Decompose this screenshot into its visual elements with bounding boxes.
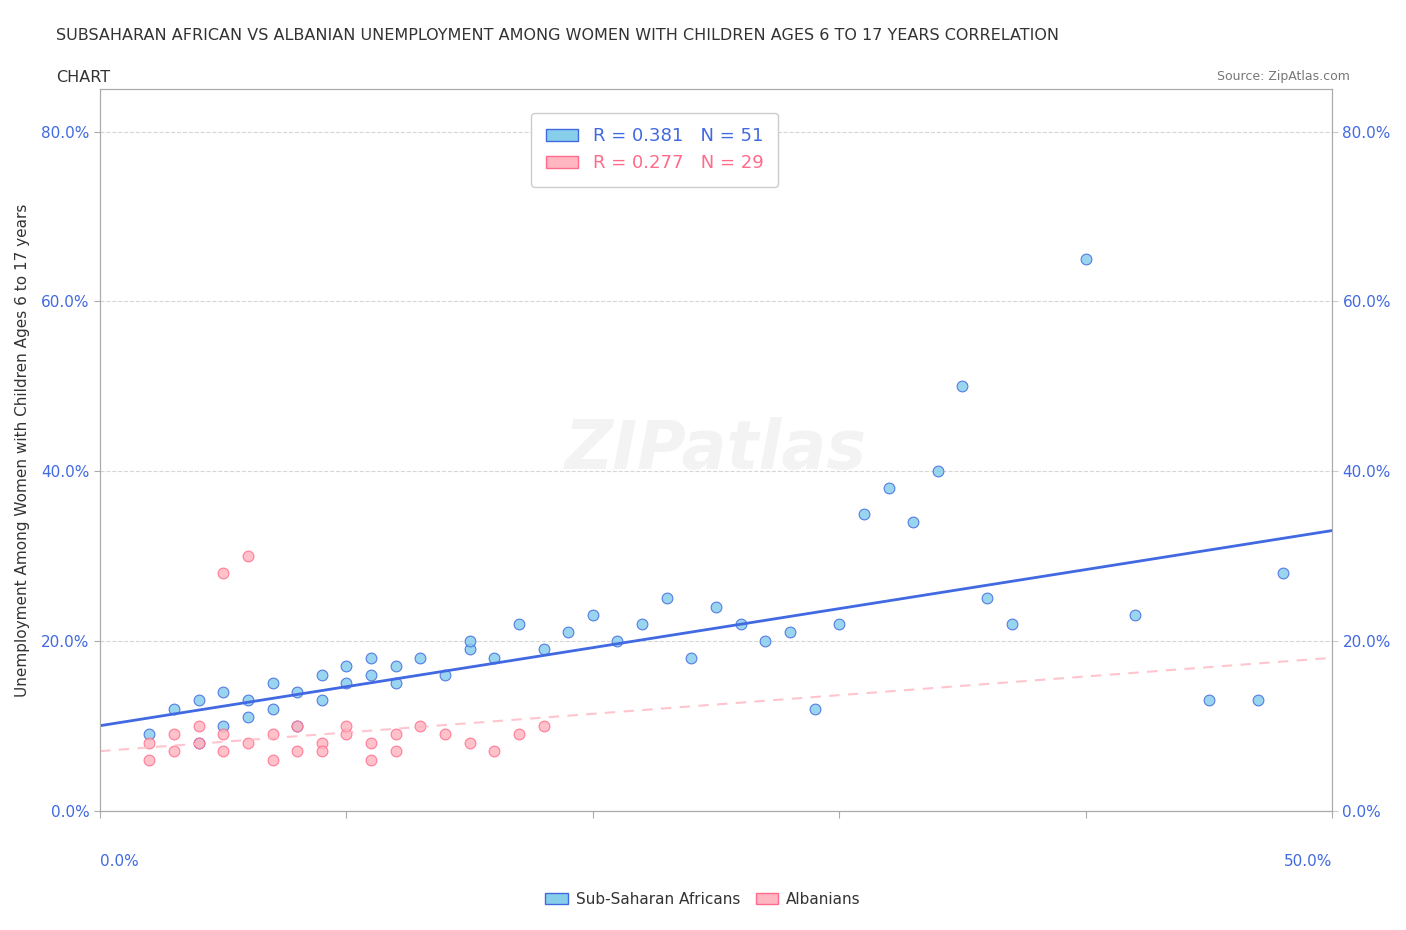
Point (557, 625, 579, 640)
Point (138, 726, 160, 741)
Point (360, 752, 382, 767)
Point (212, 684, 235, 699)
Legend: Sub-Saharan Africans, Albanians: Sub-Saharan Africans, Albanians (538, 886, 868, 913)
Point (212, 718, 235, 733)
Point (927, 464, 949, 479)
Point (311, 668, 333, 683)
Point (262, 726, 284, 741)
Point (360, 668, 382, 683)
Point (236, 693, 259, 708)
Point (335, 726, 357, 741)
Point (212, 744, 235, 759)
Point (384, 744, 406, 759)
Y-axis label: Unemployment Among Women with Children Ages 6 to 17 years: Unemployment Among Women with Children A… (15, 204, 30, 697)
Text: CHART: CHART (56, 70, 110, 85)
Point (138, 752, 160, 767)
Point (704, 600, 727, 615)
Point (163, 701, 186, 716)
Point (533, 718, 555, 733)
Point (458, 642, 481, 657)
Point (384, 676, 406, 691)
Point (360, 650, 382, 665)
Point (901, 514, 924, 529)
Point (285, 718, 308, 733)
Point (138, 736, 160, 751)
Point (384, 726, 406, 741)
Point (458, 736, 481, 751)
Point (335, 658, 357, 673)
Point (187, 736, 209, 751)
Point (311, 736, 333, 751)
Point (409, 650, 432, 665)
Point (262, 752, 284, 767)
Point (311, 744, 333, 759)
Point (1198, 693, 1220, 708)
Point (236, 549, 259, 564)
Point (458, 633, 481, 648)
Point (952, 379, 974, 393)
Point (1001, 617, 1024, 631)
Point (187, 718, 209, 733)
Point (803, 701, 825, 716)
Point (360, 736, 382, 751)
Legend: R = 0.381   N = 51, R = 0.277   N = 29: R = 0.381 N = 51, R = 0.277 N = 29 (531, 113, 778, 187)
Point (484, 744, 506, 759)
Point (434, 726, 457, 741)
Point (484, 650, 506, 665)
Text: ZIPatlas: ZIPatlas (565, 417, 868, 483)
Point (262, 701, 284, 716)
Point (1247, 693, 1270, 708)
Point (1074, 252, 1097, 267)
Point (730, 617, 752, 631)
Point (163, 744, 186, 759)
Point (434, 668, 457, 683)
Point (335, 718, 357, 733)
Point (163, 726, 186, 741)
Point (384, 658, 406, 673)
Text: 50.0%: 50.0% (1284, 854, 1331, 869)
Text: Source: ZipAtlas.com: Source: ZipAtlas.com (1216, 70, 1350, 83)
Point (631, 617, 654, 631)
Point (582, 608, 605, 623)
Point (262, 676, 284, 691)
Point (236, 736, 259, 751)
Point (409, 718, 432, 733)
Point (828, 617, 851, 631)
Point (187, 693, 209, 708)
Point (533, 642, 555, 657)
Point (877, 481, 900, 496)
Point (212, 565, 235, 580)
Point (311, 693, 333, 708)
Point (285, 744, 308, 759)
Point (212, 726, 235, 741)
Point (681, 650, 703, 665)
Point (236, 710, 259, 724)
Point (976, 591, 998, 605)
Point (335, 676, 357, 691)
Point (606, 633, 628, 648)
Point (655, 591, 678, 605)
Point (285, 718, 308, 733)
Text: SUBSAHARAN AFRICAN VS ALBANIAN UNEMPLOYMENT AMONG WOMEN WITH CHILDREN AGES 6 TO : SUBSAHARAN AFRICAN VS ALBANIAN UNEMPLOYM… (56, 28, 1059, 43)
Point (779, 625, 801, 640)
Point (187, 736, 209, 751)
Point (508, 726, 530, 741)
Point (1123, 608, 1146, 623)
Text: 0.0%: 0.0% (100, 854, 139, 869)
Point (1271, 565, 1294, 580)
Point (508, 617, 530, 631)
Point (754, 633, 776, 648)
Point (852, 506, 875, 521)
Point (285, 684, 308, 699)
